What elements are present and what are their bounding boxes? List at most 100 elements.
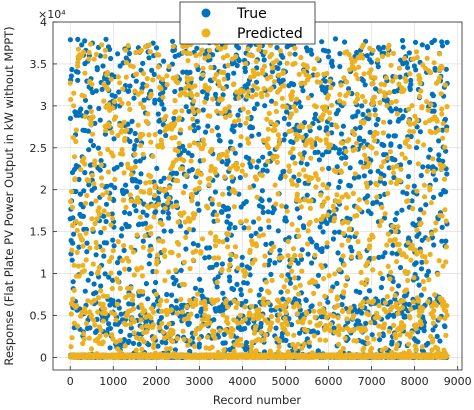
data-point <box>340 294 346 300</box>
data-point <box>276 137 283 143</box>
data-point <box>367 169 374 175</box>
data-point <box>82 113 88 120</box>
data-point <box>212 243 219 249</box>
data-point <box>247 184 253 190</box>
data-point <box>183 92 189 98</box>
data-point <box>382 250 388 256</box>
data-point <box>134 71 140 77</box>
data-point <box>298 54 304 61</box>
data-point <box>68 189 75 195</box>
data-point <box>199 323 205 329</box>
data-point <box>221 331 227 337</box>
data-point <box>273 108 279 115</box>
data-point <box>154 252 161 258</box>
data-point <box>212 91 219 97</box>
data-point <box>148 305 155 311</box>
data-point <box>203 129 209 135</box>
data-point <box>309 260 315 266</box>
data-point <box>243 298 249 304</box>
data-point <box>359 310 365 316</box>
data-point <box>200 107 206 113</box>
data-point <box>209 201 215 207</box>
data-point <box>99 42 105 48</box>
data-point <box>100 63 106 69</box>
data-point <box>126 88 132 94</box>
data-point <box>222 340 228 346</box>
data-point <box>249 303 255 309</box>
data-point <box>200 89 206 95</box>
data-point <box>265 320 271 326</box>
data-point <box>101 225 107 231</box>
data-point <box>295 260 301 266</box>
data-point <box>68 311 74 317</box>
data-point <box>307 319 313 325</box>
data-point <box>431 242 437 248</box>
data-point <box>301 341 307 347</box>
data-point <box>176 115 183 121</box>
data-point <box>159 221 165 228</box>
data-point <box>244 93 250 100</box>
data-point <box>312 279 318 285</box>
data-point <box>88 346 95 352</box>
data-point <box>261 63 268 69</box>
data-point <box>389 339 395 345</box>
data-point <box>232 150 238 156</box>
data-point <box>358 159 364 165</box>
data-point <box>102 306 108 312</box>
data-point <box>226 274 233 280</box>
data-point <box>70 222 76 228</box>
data-point <box>113 317 119 323</box>
data-point <box>423 202 429 208</box>
data-point <box>311 308 317 314</box>
data-point <box>277 247 283 253</box>
data-point <box>408 77 414 83</box>
data-point <box>146 132 152 138</box>
data-point <box>191 109 197 115</box>
data-point <box>196 336 202 342</box>
data-point <box>256 131 262 137</box>
data-point <box>219 209 225 215</box>
data-point <box>276 299 282 305</box>
data-point <box>156 74 162 80</box>
data-point <box>339 155 345 161</box>
data-point <box>300 124 306 130</box>
data-point <box>307 205 313 211</box>
data-point <box>304 192 310 198</box>
data-point <box>368 59 374 65</box>
data-point <box>255 71 261 77</box>
data-point <box>294 182 300 188</box>
data-point <box>149 246 155 252</box>
data-point <box>213 71 219 78</box>
data-point <box>183 172 189 178</box>
data-point <box>141 189 147 195</box>
data-point <box>75 323 81 329</box>
data-point <box>327 110 333 116</box>
data-point <box>313 104 319 110</box>
data-point <box>434 333 440 339</box>
data-point <box>201 298 208 304</box>
data-point <box>70 279 76 285</box>
data-point <box>332 271 338 277</box>
data-point <box>242 68 248 75</box>
data-point <box>292 252 298 259</box>
data-point <box>206 47 213 53</box>
data-point <box>123 204 129 210</box>
data-point <box>168 228 174 234</box>
data-point <box>130 301 136 307</box>
data-point <box>80 213 86 219</box>
data-point <box>292 160 298 166</box>
data-point <box>133 208 139 214</box>
data-point <box>387 119 393 125</box>
data-point <box>69 66 75 73</box>
data-point <box>236 57 242 64</box>
data-point <box>366 116 372 122</box>
data-point <box>207 245 213 251</box>
data-point <box>290 139 296 145</box>
data-point <box>127 138 133 144</box>
data-point <box>424 45 431 51</box>
data-point <box>268 119 274 125</box>
data-point <box>150 77 156 83</box>
data-point <box>100 247 106 253</box>
data-point <box>193 62 199 68</box>
